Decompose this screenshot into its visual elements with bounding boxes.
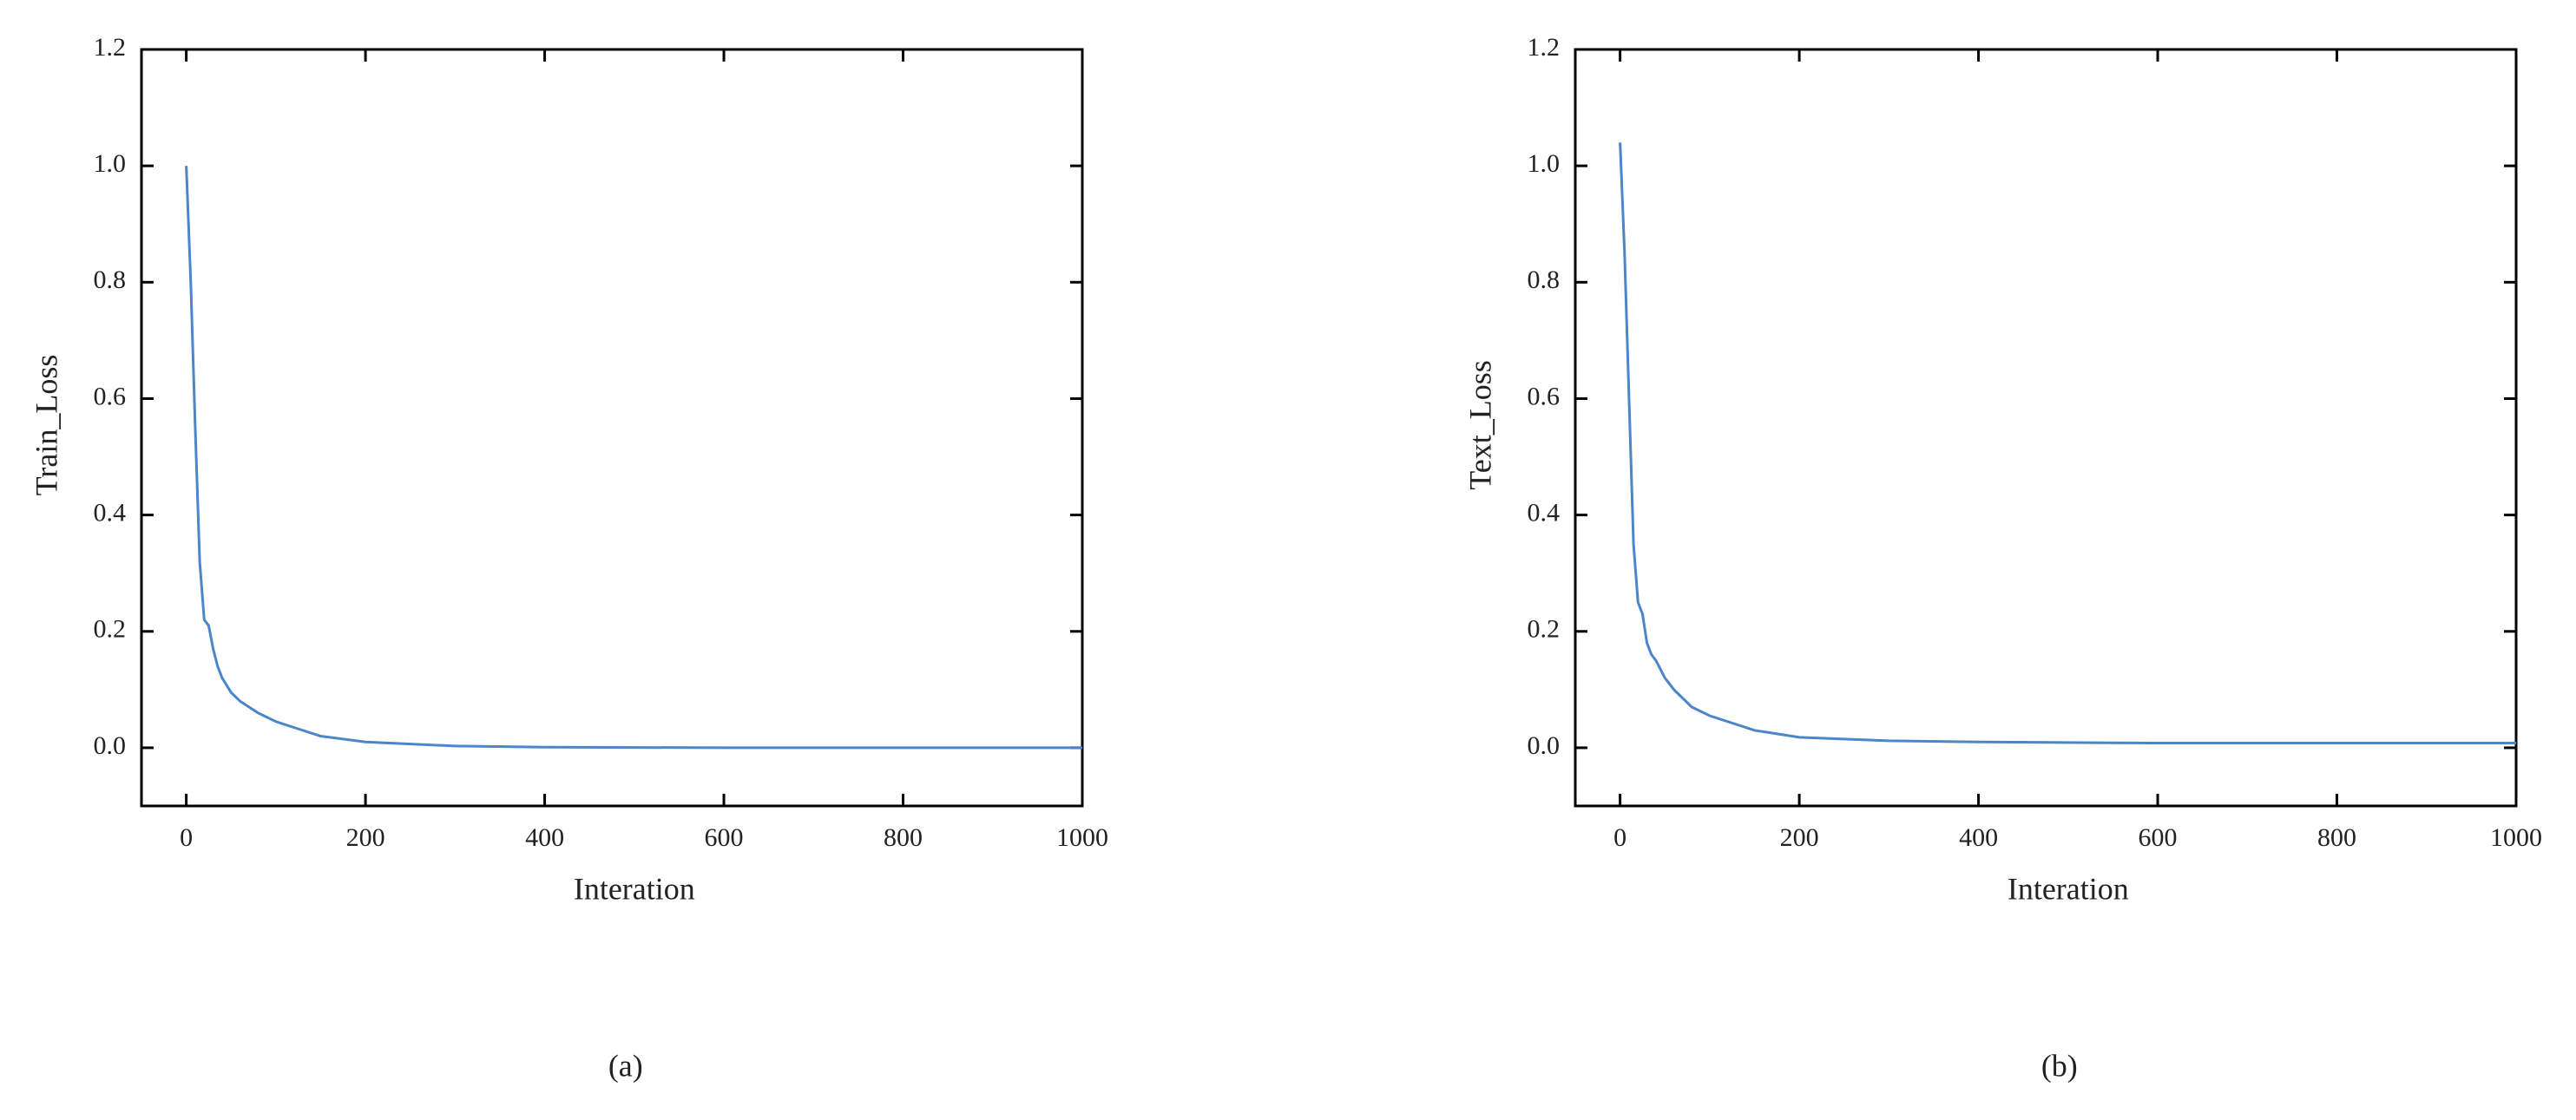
y-tick-label: 0.6: [94, 382, 127, 410]
y-tick-label: 0.4: [1528, 499, 1561, 527]
x-tick-label: 800: [884, 823, 923, 852]
x-tick-label: 800: [2317, 823, 2356, 852]
data-line: [185, 166, 1082, 750]
y-tick-label: 0.4: [94, 499, 127, 527]
y-tick-label: 0.8: [94, 265, 127, 294]
caption: (a): [608, 1048, 643, 1083]
y-tick-label: 0.8: [1528, 265, 1561, 294]
y-tick-label: 1.2: [94, 33, 127, 62]
x-tick-label: 600: [705, 823, 744, 852]
caption: (b): [2041, 1048, 2078, 1083]
plot-frame: [1574, 48, 2518, 808]
y-tick-label: 1.0: [94, 149, 127, 178]
y-tick-label: 1.0: [1528, 149, 1561, 178]
x-tick-label: 1000: [1056, 823, 1108, 852]
y-tick-label: 0.2: [94, 615, 127, 644]
data-line: [1619, 142, 2516, 745]
y-tick-label: 1.2: [1528, 33, 1561, 62]
y-tick-label: 0.2: [1528, 615, 1561, 644]
x-tick-label: 200: [346, 823, 385, 852]
x-axis-label: Interation: [2008, 871, 2129, 906]
x-tick-label: 400: [1959, 823, 1998, 852]
y-axis-label: Text_Loss: [1462, 360, 1497, 489]
chart: 0.0 0.2 0.4 0.6 0.8 1.0 1.2 0 200 400 600 800 1000 In…: [1462, 33, 2542, 1083]
x-tick-label: 200: [1780, 823, 1819, 852]
plot-frame: [140, 48, 1084, 808]
x-tick-label: 0: [180, 823, 193, 852]
y-axis-label: Train_Loss: [29, 355, 63, 496]
chart: 0.0 0.2 0.4 0.6 0.8 1.0 1.2 0 200 400 600 800 1000 In…: [29, 33, 1108, 1083]
x-tick-label: 1000: [2490, 823, 2542, 852]
y-tick-label: 0.6: [1528, 382, 1561, 410]
x-tick-label: 0: [1613, 823, 1626, 852]
y-tick-label: 0.0: [94, 731, 127, 760]
x-tick-label: 600: [2139, 823, 2178, 852]
x-tick-label: 400: [525, 823, 564, 852]
y-tick-label: 0.0: [1528, 731, 1561, 760]
x-axis-label: Interation: [574, 871, 695, 906]
